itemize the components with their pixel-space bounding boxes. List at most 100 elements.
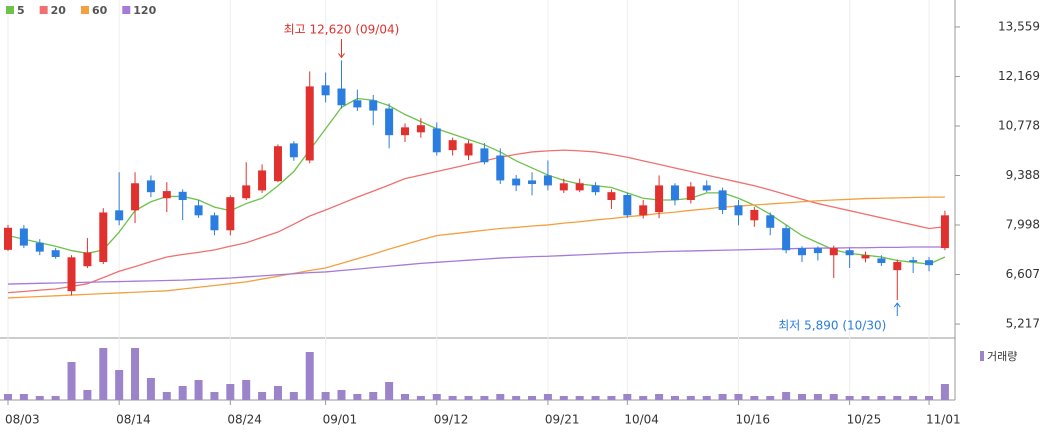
candle-body xyxy=(194,205,203,216)
candle-body xyxy=(51,250,60,257)
candle-body xyxy=(877,258,886,264)
candle-body xyxy=(162,191,171,199)
candle-body xyxy=(242,185,251,199)
candle-body xyxy=(337,88,346,106)
volume-bar xyxy=(877,396,886,400)
candle-body xyxy=(591,185,600,193)
legend-label: 120 xyxy=(133,4,156,17)
candle-body xyxy=(893,261,902,271)
annotation: 최고 12,620 (09/04) xyxy=(284,23,400,37)
candle-body xyxy=(782,228,791,251)
volume-bar xyxy=(401,394,409,400)
annotation: 최저 5,890 (10/30) xyxy=(778,319,886,333)
candle-body xyxy=(575,183,584,191)
x-tick-label: 10/25 xyxy=(847,413,882,427)
volume-bar xyxy=(194,380,203,400)
volume-bar xyxy=(909,396,918,400)
volume-bar xyxy=(162,392,171,400)
x-tick-label: 09/21 xyxy=(545,413,580,427)
y-tick-label: 13,559 xyxy=(998,19,1040,33)
volume-bar xyxy=(432,394,441,400)
volume-bar xyxy=(464,396,473,400)
volume-bar xyxy=(718,394,727,400)
candle-body xyxy=(845,250,854,256)
candle-body xyxy=(766,215,775,228)
moving-average-line xyxy=(7,196,945,299)
x-tick-label: 08/24 xyxy=(227,413,262,427)
candle-body xyxy=(305,86,314,161)
legend-swatch xyxy=(6,6,14,14)
candle-body xyxy=(909,260,918,262)
volume-bar xyxy=(512,396,521,400)
volume-bar xyxy=(273,386,282,400)
candle-body xyxy=(432,128,441,153)
volume-bar xyxy=(607,396,616,400)
volume-bar xyxy=(528,396,537,400)
volume-bar xyxy=(639,396,648,400)
candle-body xyxy=(528,180,537,184)
volume-bar xyxy=(4,394,12,400)
candle-body xyxy=(416,125,425,133)
candle-body xyxy=(750,209,759,221)
x-tick-label: 08/03 xyxy=(5,413,40,427)
volume-bar xyxy=(623,394,632,400)
candle-body xyxy=(734,205,743,216)
volume-bar xyxy=(575,396,584,400)
volume-bar xyxy=(19,394,28,400)
volume-bar xyxy=(178,386,187,400)
candle-body xyxy=(686,186,695,201)
candle-body xyxy=(99,212,108,262)
x-tick-label: 10/04 xyxy=(624,413,659,427)
volume-bar xyxy=(99,348,108,400)
candle-body xyxy=(480,148,489,163)
candle-body xyxy=(178,191,187,201)
candle-body xyxy=(623,195,632,216)
y-tick-label: 6,607 xyxy=(1006,267,1040,281)
candle-body xyxy=(258,170,267,191)
x-tick-label: 11/01 xyxy=(926,413,961,427)
candle-body xyxy=(289,143,298,158)
candle-body xyxy=(813,248,822,254)
x-tick-label: 09/01 xyxy=(323,413,358,427)
candle-body xyxy=(83,252,92,267)
candle-body xyxy=(925,260,934,266)
x-tick-label: 10/16 xyxy=(735,413,770,427)
candle-body xyxy=(273,146,282,182)
candle-body xyxy=(798,248,806,256)
candle-body xyxy=(940,215,949,249)
candle-body xyxy=(464,143,473,156)
volume-bar xyxy=(67,362,76,400)
volume-bar xyxy=(258,392,267,400)
candle-body xyxy=(226,197,235,231)
candle-body xyxy=(543,175,552,186)
legend-label: 5 xyxy=(17,4,25,17)
volume-bar xyxy=(543,394,552,400)
volume-bar xyxy=(655,394,664,400)
volume-bar xyxy=(670,396,679,400)
volume-bar xyxy=(353,394,362,400)
volume-bar xyxy=(83,390,92,400)
candle-body xyxy=(829,248,838,256)
candle-body xyxy=(607,192,616,201)
volume-bar xyxy=(559,396,568,400)
candle-body xyxy=(512,178,521,186)
legend-swatch xyxy=(39,6,48,14)
candle-body xyxy=(321,85,330,96)
volume-bar xyxy=(369,392,378,400)
y-tick-label: 9,388 xyxy=(1006,168,1040,182)
volume-bar xyxy=(242,380,251,400)
volume-bar xyxy=(321,392,330,400)
x-tick-label: 09/12 xyxy=(434,413,469,427)
candle-body xyxy=(210,215,219,231)
candle-body xyxy=(131,183,140,211)
candle-body xyxy=(19,228,28,246)
volume-bar xyxy=(798,394,806,400)
candle-body xyxy=(639,205,648,216)
candle-body xyxy=(702,185,711,191)
volume-bar xyxy=(940,384,949,400)
candle-body xyxy=(559,183,568,191)
candle-body xyxy=(369,100,378,111)
candle-body xyxy=(401,127,409,136)
volume-bar xyxy=(305,352,314,400)
